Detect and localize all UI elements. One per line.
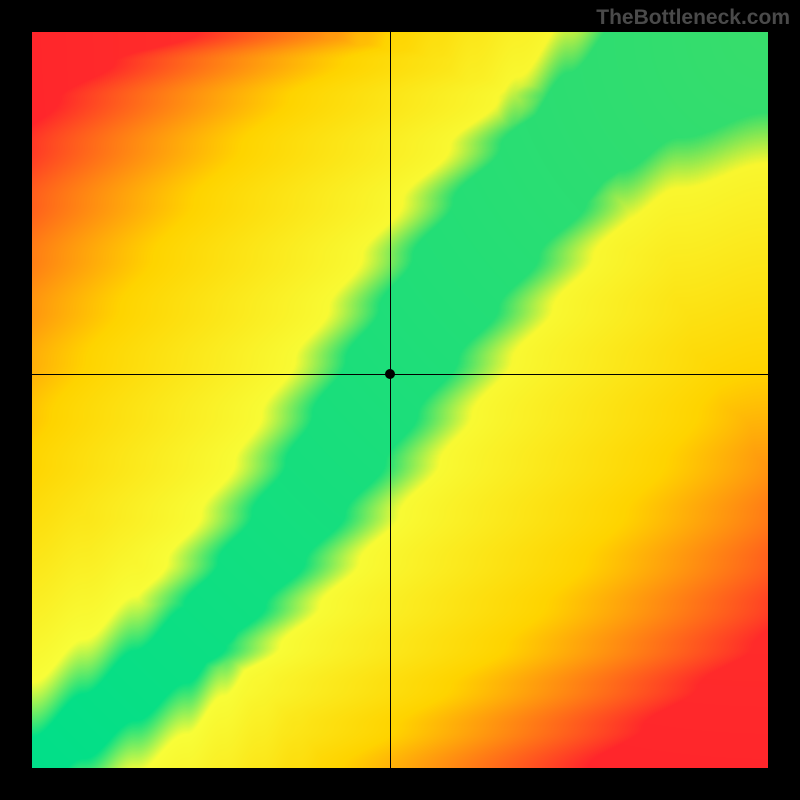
heatmap-canvas <box>32 32 768 768</box>
crosshair-horizontal <box>32 374 768 375</box>
heatmap-plot-area <box>32 32 768 768</box>
watermark-text: TheBottleneck.com <box>596 6 790 30</box>
crosshair-marker-point <box>385 369 395 379</box>
crosshair-vertical <box>390 32 391 768</box>
